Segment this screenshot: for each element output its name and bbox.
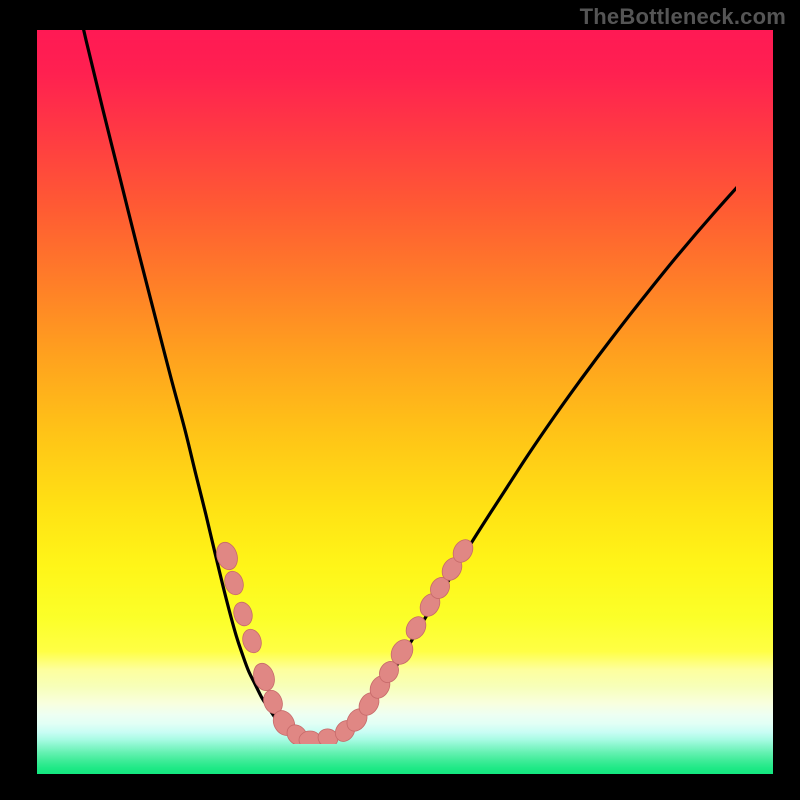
chart-frame: TheBottleneck.com	[0, 0, 800, 800]
plot-svg	[37, 30, 773, 774]
plot-area	[37, 30, 773, 774]
watermark-text: TheBottleneck.com	[580, 4, 786, 30]
